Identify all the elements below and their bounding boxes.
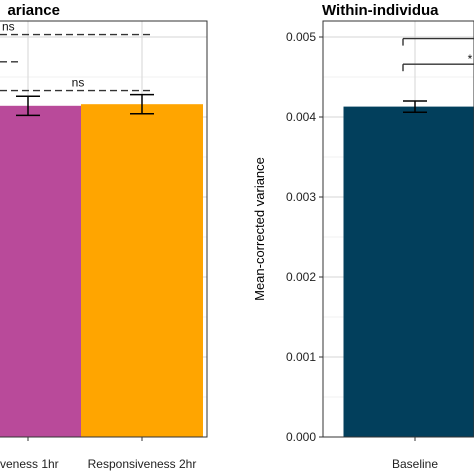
bar <box>0 105 89 438</box>
y-tick-label: 0.000 <box>286 430 316 444</box>
y-tick-label: 0.001 <box>286 350 316 364</box>
left-chart: ariance iveness 1hr Responsiveness 2hr ns n… <box>0 2 208 471</box>
right-chart-y-axis-label: Mean-corrected variance <box>252 157 267 301</box>
significance-label: ns <box>2 20 15 34</box>
right-chart: Within-individua Mean-corrected variance… <box>252 2 474 471</box>
x-tick-label: iveness 1hr <box>0 457 59 471</box>
y-tick-label: 0.002 <box>286 270 316 284</box>
bar <box>343 106 474 437</box>
significance-label: ns <box>72 76 85 90</box>
panel-border <box>0 20 208 438</box>
panel-border <box>322 20 474 438</box>
significance-label: * <box>468 52 473 66</box>
y-tick-label: 0.004 <box>286 110 316 124</box>
y-tick-label: 0.005 <box>286 30 316 44</box>
right-chart-title: Within-individua <box>322 2 439 19</box>
x-tick-label: Responsiveness 2hr <box>88 457 197 471</box>
x-tick-label: Baseline <box>392 457 438 471</box>
bar <box>81 104 203 437</box>
y-tick-label: 0.003 <box>286 190 316 204</box>
left-chart-title: ariance <box>7 2 60 19</box>
